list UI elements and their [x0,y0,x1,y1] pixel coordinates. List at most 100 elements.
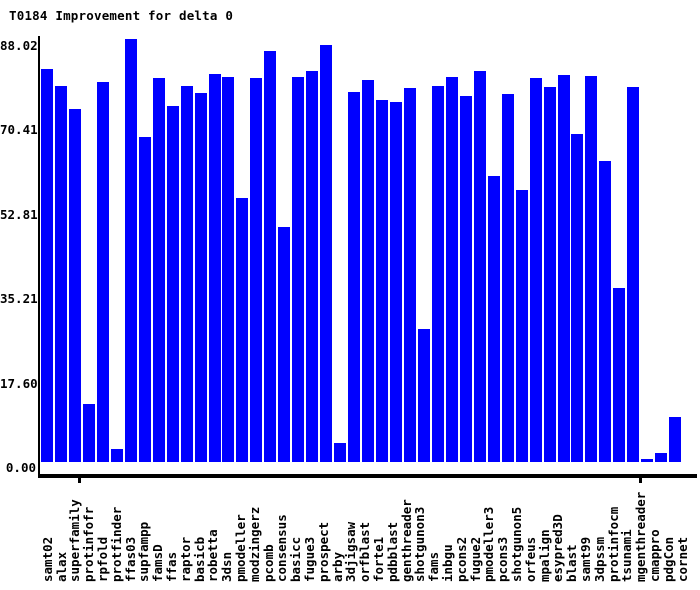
x-tick-label-orfeus: orfeus [522,536,538,582]
x-axis-tick [78,478,81,483]
x-tick-label-arby: arby [329,551,345,582]
bar-consensus [278,227,290,462]
bar-protinfofr [83,404,95,462]
bar-fugue2 [474,71,486,462]
x-tick-label-protfinder: protfinder [108,506,124,582]
x-tick-label-3djigsaw: 3djigsaw [343,521,359,582]
x-tick-label-samt99: samt99 [578,536,593,582]
x-tick-label-protinfocm: protinfocm [605,506,621,582]
x-tick-label-inbgu: inbgu [440,544,455,582]
y-tick-label: 88.02 [0,37,38,53]
bar-protfinder [111,449,123,462]
x-tick-label-forte1: forte1 [371,536,386,582]
x-tick-label-shotgunon5: shotgunon5 [509,506,524,582]
bar-famsD [153,78,165,462]
bar-mpalign [544,87,556,462]
bar-pcons2 [460,96,472,462]
x-tick-label-basicc: basicc [288,536,304,582]
x-tick-label-mpalign: mpalign [536,529,552,582]
bar-shotgunon3 [418,329,430,462]
bar-cmappro [655,453,667,462]
bar-pcomb [264,51,276,462]
x-tick-label-esypred3D: esypred3D [550,514,566,582]
x-tick-label-samt02: samt02 [39,536,55,582]
y-axis-line [38,36,40,478]
x-tick-label-pcons2: pcons2 [453,536,469,582]
y-tick-label: 70.41 [0,122,38,138]
x-tick-label-genthreader: genthreader [398,499,414,582]
x-tick-label-superfamily: superfamily [67,499,83,582]
x-tick-label-cornet: cornet [674,536,690,582]
bar-orfeus [530,78,542,462]
bar-arby [334,443,346,462]
x-tick-label-pcons3: pcons3 [495,536,511,582]
bar-pmodeller [236,198,248,462]
bar-fams [432,86,444,462]
bar-tsunami [627,87,639,462]
bar-alax [55,86,67,462]
y-tick-label: 35.21 [0,290,38,306]
x-tick-label-pcomb: pcomb [260,544,276,582]
bar-samt99 [585,76,597,462]
x-tick-label-pmodeller3: pmodeller3 [481,506,497,582]
x-tick-label-fams: fams [426,551,442,582]
bar-pdbblast [390,102,402,462]
x-axis-line [38,474,697,478]
x-tick-label-ffas03: ffas03 [122,536,138,582]
bar-protinfocm [613,288,625,462]
bar-ffas03 [125,39,137,462]
x-tick-label-shotgunon3: shotgunon3 [412,506,428,582]
bar-raptor [181,86,193,462]
bar-robetta [209,74,221,462]
y-tick-label: 17.60 [0,375,38,391]
x-tick-label-mgenthreader: mgenthreader [633,491,649,582]
x-tick-label-pdbblast: pdbblast [384,521,400,582]
bar-pmodeller3 [488,176,500,462]
x-tick-label-raptor: raptor [177,536,193,582]
bar-esypred3D [558,75,570,462]
bar-samt02 [41,69,53,462]
x-axis-tick [639,478,642,483]
bar-modzingerz [250,78,262,462]
bar-3dsn [222,77,234,462]
x-tick-label-alax: alax [53,551,69,582]
bar-mgenthreader [641,459,653,462]
bar-3djigsaw [348,92,360,462]
y-tick-label: 0.00 [5,460,36,475]
x-tick-label-tsunami: tsunami [619,529,635,582]
bar-fugue3 [306,71,318,462]
x-tick-label-pdgCon: pdgCon [660,536,676,582]
x-tick-label-orfblast: orfblast [357,521,373,582]
bar-rpfold [97,82,109,462]
x-tick-label-3dpssm: 3dpssm [591,536,607,582]
chart-title: T0184 Improvement for delta 0 [9,8,234,23]
bar-supfampp [139,137,151,462]
bar-pdgCon [669,417,681,462]
bar-ffas [167,106,179,462]
x-tick-label-basicb: basicb [191,536,207,582]
bar-forte1 [376,100,388,462]
bar-3dpssm [599,161,611,462]
x-tick-label-fugue3: fugue3 [302,536,317,582]
bar-basicc [292,77,304,462]
x-tick-label-rpfold: rpfold [95,536,110,582]
bar-shotgunon5 [516,190,528,462]
bar-inbgu [446,77,458,462]
x-tick-label-cmappro: cmappro [647,529,662,582]
x-tick-label-blast: blast [564,544,580,582]
bar-blast [571,134,583,462]
x-tick-label-supfampp: supfampp [136,521,152,582]
x-tick-label-protinfofr: protinfofr [81,506,97,582]
x-tick-label-pmodeller: pmodeller [233,514,248,582]
bar-pcons3 [502,94,514,462]
x-tick-label-robetta: robetta [205,529,221,582]
x-tick-label-famsD: famsD [150,544,166,582]
bar-superfamily [69,109,81,462]
x-tick-label-fugue2: fugue2 [467,536,483,582]
x-tick-label-ffas: ffas [164,551,179,582]
y-tick-label: 52.81 [0,206,38,222]
x-tick-label-prospect: prospect [315,521,331,582]
x-tick-label-3dsn: 3dsn [219,551,235,582]
bar-basicb [195,93,207,462]
